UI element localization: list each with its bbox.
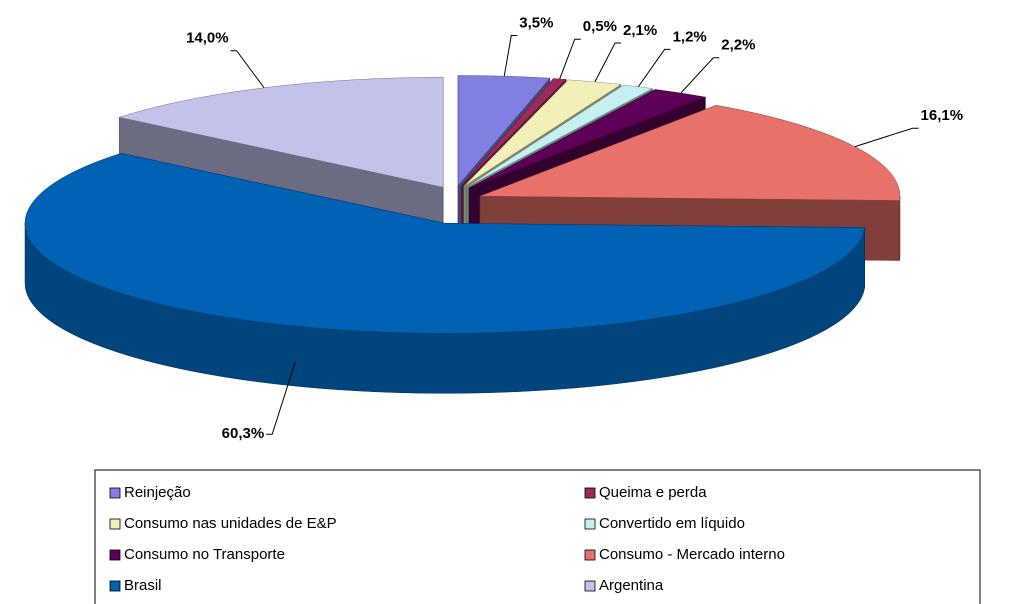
legend-swatch	[109, 518, 121, 530]
leader-line	[559, 38, 581, 80]
data-label: 3,5%	[519, 15, 553, 32]
legend-label: Reinjeção	[124, 484, 191, 501]
legend-swatch	[584, 518, 596, 530]
leader-line	[854, 127, 919, 148]
legend-swatch	[109, 549, 121, 561]
slice	[479, 104, 901, 201]
legend-label: Brasil	[124, 577, 162, 594]
legend-label: Consumo no Transporte	[124, 546, 285, 563]
legend-label: Argentina	[599, 577, 664, 594]
slice	[461, 78, 567, 187]
leader-line	[637, 48, 671, 88]
leader-line	[266, 361, 296, 435]
legend-swatch	[584, 549, 596, 561]
leader-line	[503, 35, 518, 77]
data-label: 60,3%	[222, 425, 265, 442]
legend-swatch	[584, 580, 596, 592]
legend-label: Consumo - Mercado interno	[599, 546, 785, 563]
leader-line	[594, 42, 622, 83]
data-label: 1,2%	[673, 28, 707, 45]
slice	[118, 77, 444, 188]
slice	[466, 84, 654, 188]
data-label: 2,1%	[623, 22, 657, 39]
legend-label: Convertido em líquido	[599, 515, 745, 532]
legend-swatch	[109, 580, 121, 592]
legend-swatch	[109, 487, 121, 499]
data-label: 0,5%	[583, 18, 617, 35]
leader-line	[230, 50, 265, 89]
data-label: 14,0%	[186, 30, 229, 47]
data-label: 2,2%	[721, 37, 755, 54]
legend-box	[94, 469, 981, 604]
data-label: 16,1%	[921, 107, 964, 124]
legend-swatch	[584, 487, 596, 499]
slice	[24, 153, 865, 334]
legend-label: Queima e perda	[599, 484, 707, 501]
legend-label: Consumo nas unidades de E&P	[124, 515, 337, 532]
leader-line	[680, 57, 720, 94]
